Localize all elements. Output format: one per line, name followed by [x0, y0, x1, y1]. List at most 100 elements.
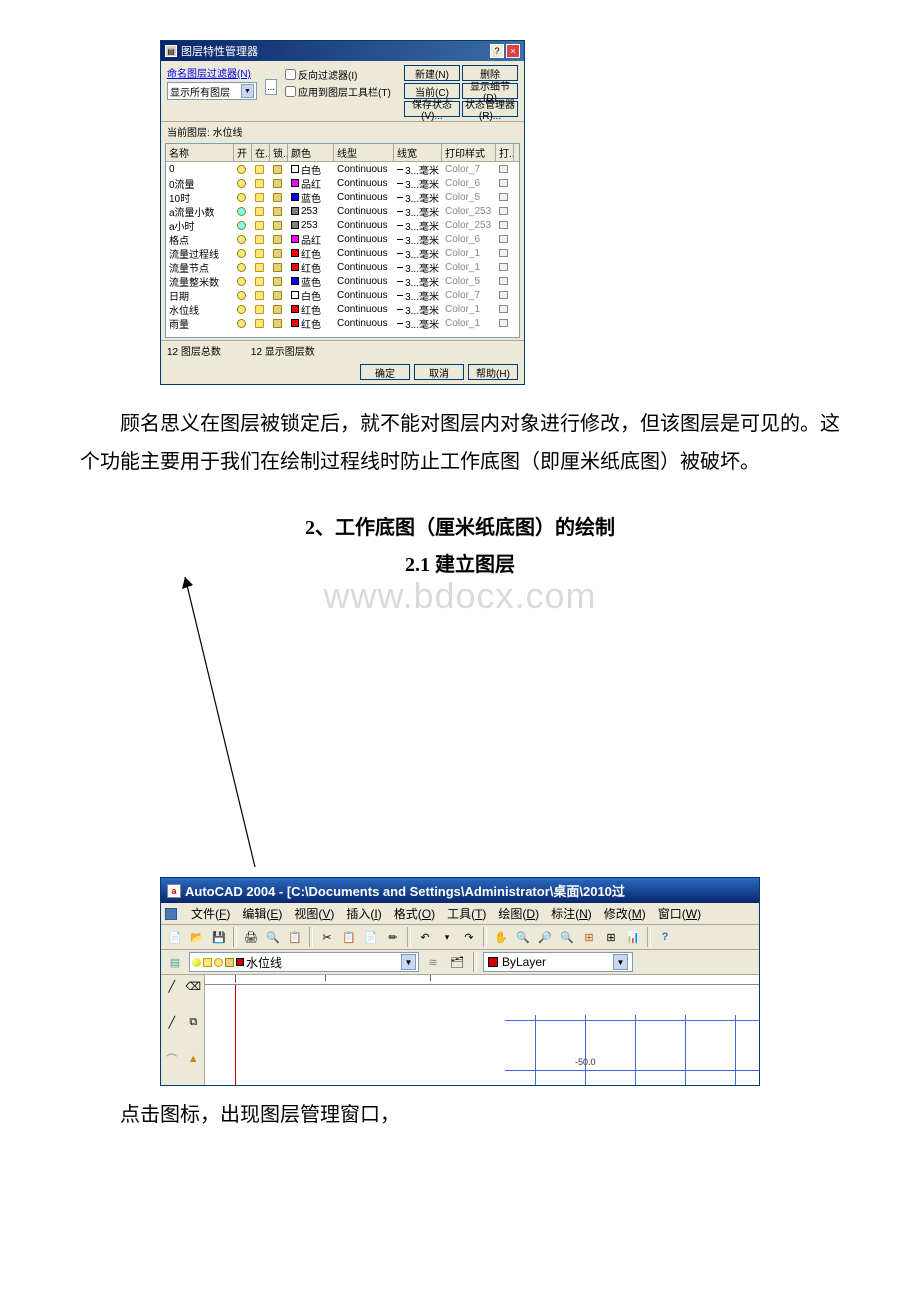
- freeze-icon[interactable]: [255, 165, 264, 174]
- bulb-icon[interactable]: [237, 179, 246, 188]
- color-combo[interactable]: ByLayer ▼: [483, 952, 633, 972]
- printer-icon[interactable]: [499, 179, 508, 187]
- open-file-icon[interactable]: 📂: [187, 927, 207, 947]
- lock-icon[interactable]: [273, 277, 282, 286]
- redo-icon[interactable]: ▾: [437, 927, 457, 947]
- header-plotstyle[interactable]: 打印样式: [442, 144, 496, 161]
- color-swatch[interactable]: [291, 249, 299, 257]
- plotstyle[interactable]: Color_1: [442, 248, 496, 259]
- lock-icon[interactable]: [273, 221, 282, 230]
- color-swatch[interactable]: [291, 291, 299, 299]
- color-swatch[interactable]: [291, 235, 299, 243]
- layer-row[interactable]: 流量节点红色Continuous 3...毫米Color_1: [166, 260, 519, 274]
- plotstyle[interactable]: Color_1: [442, 304, 496, 315]
- properties-icon[interactable]: ⊞: [579, 927, 599, 947]
- undo-icon[interactable]: ↶: [415, 927, 435, 947]
- header-freeze[interactable]: 在...: [252, 144, 270, 161]
- layer-prev-icon[interactable]: ≋: [423, 952, 443, 972]
- layer-manager-icon[interactable]: ▤: [165, 952, 185, 972]
- color-swatch[interactable]: [291, 193, 299, 201]
- paste-icon[interactable]: 📄: [361, 927, 381, 947]
- bulb-icon[interactable]: [237, 305, 246, 314]
- lock-icon[interactable]: [273, 263, 282, 272]
- freeze-icon[interactable]: [255, 263, 264, 272]
- printer-icon[interactable]: [499, 207, 508, 215]
- plotstyle[interactable]: Color_7: [442, 290, 496, 301]
- layer-combo[interactable]: 水位线 ▼: [189, 952, 419, 972]
- lineweight[interactable]: 3...毫米: [394, 316, 442, 331]
- copy-icon[interactable]: 📋: [339, 927, 359, 947]
- printer-icon[interactable]: [499, 263, 508, 271]
- linetype[interactable]: Continuous: [334, 192, 394, 203]
- color-swatch[interactable]: [291, 319, 299, 327]
- lock-icon[interactable]: [273, 305, 282, 314]
- header-on[interactable]: 开: [234, 144, 252, 161]
- lineweight[interactable]: 3...毫米: [394, 190, 442, 205]
- bulb-icon[interactable]: [237, 291, 246, 300]
- linetype[interactable]: Continuous: [334, 276, 394, 287]
- freeze-icon[interactable]: [255, 277, 264, 286]
- printer-icon[interactable]: [499, 319, 508, 327]
- layer-row[interactable]: 10时蓝色Continuous 3...毫米Color_5: [166, 190, 519, 204]
- autocad-canvas[interactable]: -50.0: [205, 975, 759, 1085]
- linetype[interactable]: Continuous: [334, 318, 394, 329]
- freeze-icon[interactable]: [255, 179, 264, 188]
- header-color[interactable]: 颜色: [288, 144, 334, 161]
- linetype[interactable]: Continuous: [334, 290, 394, 301]
- new-layer-button[interactable]: 新建(N): [404, 65, 460, 81]
- apply-toolbar-checkbox[interactable]: 应用到图层工具栏(T): [285, 84, 391, 99]
- plotstyle[interactable]: Color_6: [442, 178, 496, 189]
- new-file-icon[interactable]: 📄: [165, 927, 185, 947]
- printer-icon[interactable]: [499, 221, 508, 229]
- layer-row[interactable]: 流量整米数蓝色Continuous 3...毫米Color_5: [166, 274, 519, 288]
- lineweight[interactable]: 3...毫米: [394, 288, 442, 303]
- header-lineweight[interactable]: 线宽: [394, 144, 442, 161]
- dropdown-icon[interactable]: ▼: [241, 84, 254, 98]
- lock-icon[interactable]: [273, 291, 282, 300]
- preview-icon[interactable]: 🔍: [263, 927, 283, 947]
- menu-item-m[interactable]: 修改(M): [604, 905, 646, 922]
- help-button[interactable]: ?: [490, 44, 504, 58]
- plotstyle[interactable]: Color_1: [442, 262, 496, 273]
- color-swatch[interactable]: [291, 165, 299, 173]
- erase-icon[interactable]: ⌫: [183, 975, 205, 997]
- layer-row[interactable]: 雨量红色Continuous 3...毫米Color_1: [166, 316, 519, 330]
- layer-row[interactable]: a流量小数253Continuous 3...毫米Color_253: [166, 204, 519, 218]
- help-button-bottom[interactable]: 帮助(H): [468, 364, 518, 380]
- printer-icon[interactable]: [499, 193, 508, 201]
- publish-icon[interactable]: 📋: [285, 927, 305, 947]
- printer-icon[interactable]: [499, 165, 508, 173]
- close-button[interactable]: ×: [506, 44, 520, 58]
- menu-item-e[interactable]: 编辑(E): [242, 905, 282, 922]
- layer-row[interactable]: 0白色Continuous 3...毫米Color_7: [166, 162, 519, 176]
- printer-icon[interactable]: [499, 277, 508, 285]
- freeze-icon[interactable]: [255, 221, 264, 230]
- lock-icon[interactable]: [273, 207, 282, 216]
- lock-icon[interactable]: [273, 165, 282, 174]
- lineweight[interactable]: 3...毫米: [394, 232, 442, 247]
- freeze-icon[interactable]: [255, 305, 264, 314]
- menu-item-i[interactable]: 插入(I): [346, 905, 381, 922]
- bulb-icon[interactable]: [237, 249, 246, 258]
- lineweight[interactable]: 3...毫米: [394, 302, 442, 317]
- pline-icon[interactable]: ⌒: [161, 1048, 183, 1070]
- lock-icon[interactable]: [273, 193, 282, 202]
- printer-icon[interactable]: [499, 249, 508, 257]
- menu-item-v[interactable]: 视图(V): [294, 905, 334, 922]
- plotstyle[interactable]: Color_5: [442, 276, 496, 287]
- color-swatch[interactable]: [291, 277, 299, 285]
- cut-icon[interactable]: ✂: [317, 927, 337, 947]
- linetype[interactable]: Continuous: [334, 304, 394, 315]
- linetype[interactable]: Continuous: [334, 262, 394, 273]
- freeze-icon[interactable]: [255, 291, 264, 300]
- linetype[interactable]: Continuous: [334, 178, 394, 189]
- bulb-icon[interactable]: [237, 235, 246, 244]
- color-swatch[interactable]: [291, 221, 299, 229]
- bulb-icon[interactable]: [237, 165, 246, 174]
- layer-row[interactable]: 水位线红色Continuous 3...毫米Color_1: [166, 302, 519, 316]
- freeze-icon[interactable]: [255, 235, 264, 244]
- lineweight[interactable]: 3...毫米: [394, 274, 442, 289]
- linetype[interactable]: Continuous: [334, 206, 394, 217]
- plotstyle[interactable]: Color_6: [442, 234, 496, 245]
- freeze-icon[interactable]: [255, 207, 264, 216]
